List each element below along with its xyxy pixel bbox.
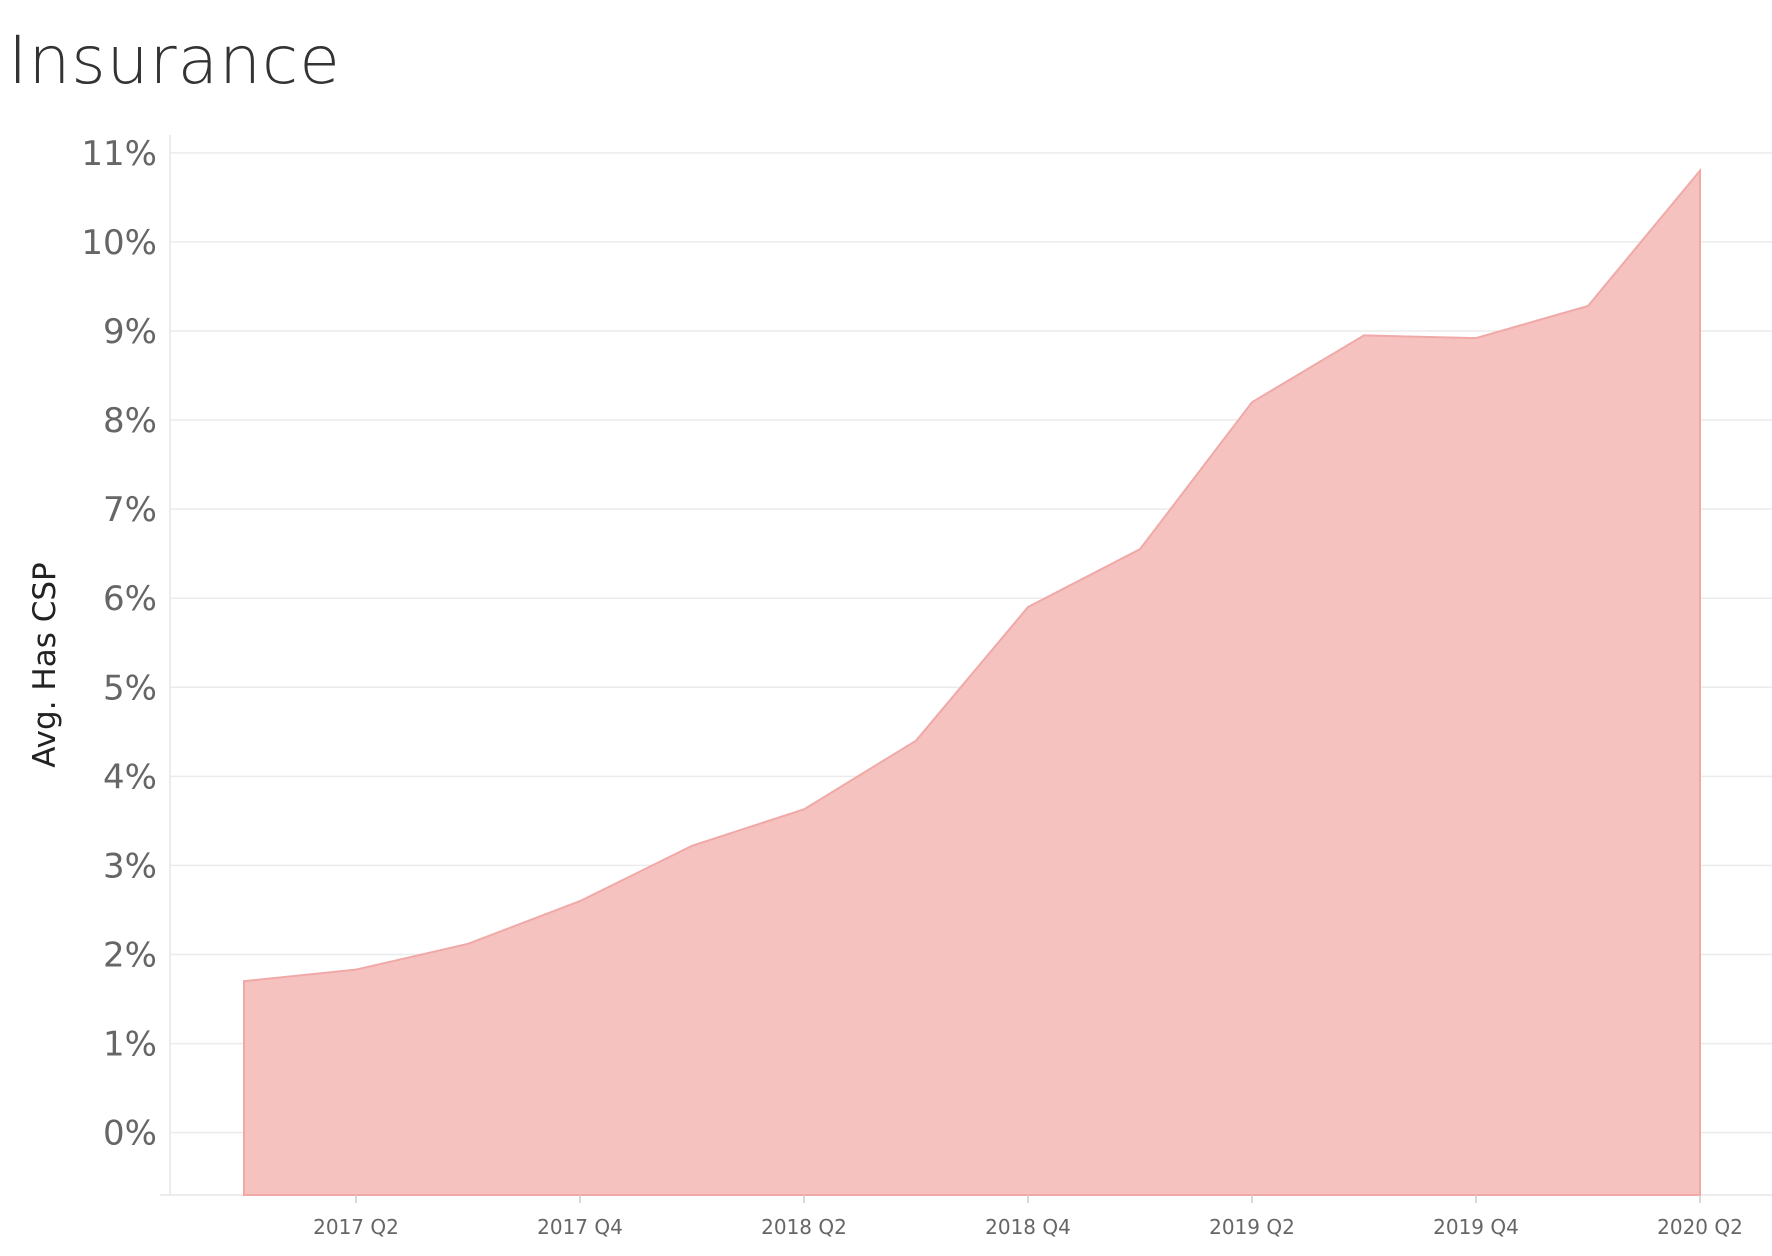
x-tick-label: 2019 Q2 [1209, 1215, 1295, 1239]
y-tick-label: 5% [103, 668, 157, 708]
x-tick-label: 2020 Q2 [1657, 1215, 1743, 1239]
x-tick-label: 2019 Q4 [1433, 1215, 1519, 1239]
y-axis-label: Avg. Has CSP [27, 562, 63, 767]
y-axis-ticks: 0% 1% 2% 3% 4% 5% 6% 7% 8% 9% 10% 11% [81, 134, 157, 1154]
y-tick-label: 3% [103, 846, 157, 886]
x-tick-label: 2018 Q2 [761, 1215, 847, 1239]
x-tick-label: 2018 Q4 [985, 1215, 1071, 1239]
x-axis-ticks: 2017 Q2 2017 Q4 2018 Q2 2018 Q4 2019 Q2 2019 … [313, 1195, 1743, 1239]
y-tick-label: 11% [81, 134, 157, 174]
y-tick-label: 1% [103, 1025, 157, 1065]
y-tick-label: 0% [103, 1114, 157, 1154]
y-tick-label: 9% [103, 312, 157, 352]
y-tick-label: 4% [103, 757, 157, 797]
y-tick-label: 10% [81, 223, 157, 263]
x-tick-label: 2017 Q2 [313, 1215, 399, 1239]
area-series [243, 167, 1701, 1196]
y-tick-label: 8% [103, 401, 157, 441]
chart-title: Insurance [8, 22, 341, 99]
y-tick-label: 6% [103, 579, 157, 619]
y-tick-label: 7% [103, 490, 157, 530]
y-tick-label: 2% [103, 935, 157, 975]
x-tick-label: 2017 Q4 [537, 1215, 623, 1239]
